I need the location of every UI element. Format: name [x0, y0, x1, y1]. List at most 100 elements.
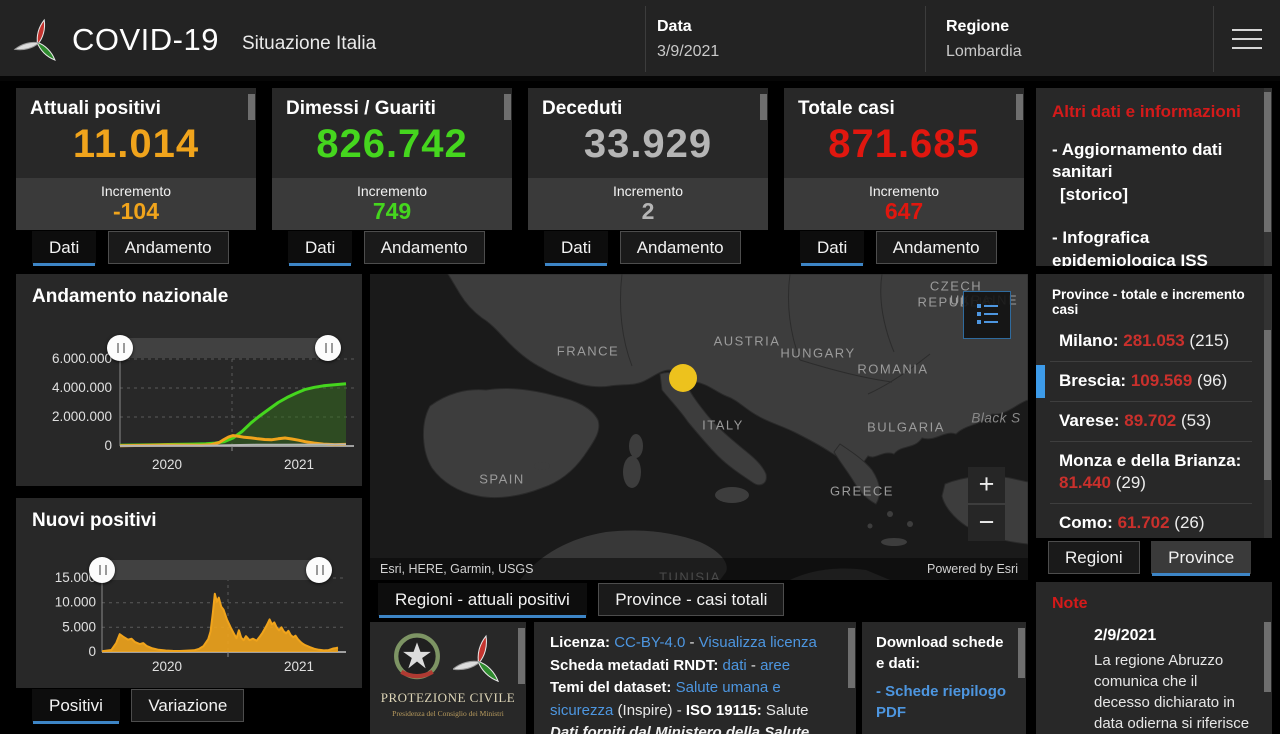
sardinia: [623, 456, 641, 488]
card-attuali-positivi: Attuali positivi 11.014 Incremento -104: [16, 88, 256, 230]
province-row-monza[interactable]: Monza e della Brianza: 81.440 (29): [1050, 442, 1252, 505]
card-tabbar: Dati Andamento: [544, 231, 748, 267]
date-value: 3/9/2021: [657, 43, 720, 60]
slider-track[interactable]: [120, 338, 328, 358]
header-divider: [645, 6, 646, 72]
license-text-segment: -: [746, 656, 761, 674]
iberia: [422, 387, 600, 499]
tab-andamento[interactable]: Andamento: [107, 231, 229, 264]
note-panel: Note 2/9/2021 La regione Abruzzo comunic…: [1036, 582, 1272, 734]
license-link[interactable]: Salute umana e sicurezza: [550, 679, 781, 719]
province-row-como[interactable]: Como: 61.702 (26): [1050, 504, 1252, 538]
svg-text:5.000: 5.000: [62, 619, 96, 634]
svg-text:2021: 2021: [284, 457, 314, 472]
svg-text:15.000: 15.000: [55, 570, 96, 585]
download-link-schede-pdf[interactable]: - Schede riepilogo PDF: [876, 683, 1007, 721]
card-dimessi-guariti: Dimessi / Guariti 826.742 Incremento 749: [272, 88, 512, 230]
slider-handle-left[interactable]: [107, 335, 133, 361]
sidebar-tabbar: Regioni Province: [1048, 541, 1258, 577]
tab-andamento[interactable]: Andamento: [619, 231, 741, 264]
slider-track[interactable]: [102, 560, 319, 580]
tab-province[interactable]: Province: [1151, 541, 1252, 576]
org-subtitle: Presidenza del Consiglio dei Ministri: [392, 709, 504, 718]
map-country-label: FRANCE: [556, 343, 620, 359]
license-text-segment: Licenza:: [550, 634, 615, 651]
license-text-segment: (Inspire) -: [613, 701, 686, 719]
license-link[interactable]: aree: [760, 656, 791, 674]
tab-regioni-attuali-positivi[interactable]: Regioni - attuali positivi: [378, 583, 587, 618]
zoom-in-button[interactable]: +: [968, 467, 1005, 503]
download-panel: Download schede e dati: - Schede riepilo…: [862, 622, 1026, 734]
region-bubble-marker[interactable]: [669, 364, 697, 392]
tab-regioni[interactable]: Regioni: [1048, 541, 1140, 574]
slider-handle-right[interactable]: [315, 335, 341, 361]
tab-dati[interactable]: Dati: [32, 231, 97, 266]
province-list: Milano: 281.053 (215) Brescia: 109.569 (…: [1036, 322, 1252, 538]
sicily: [715, 487, 749, 503]
license-text-segment: Salute: [761, 701, 809, 719]
time-range-slider[interactable]: [107, 335, 341, 361]
nuovi-positivi-line: [101, 592, 339, 653]
province-row-brescia[interactable]: Brescia: 109.569 (96): [1036, 362, 1252, 403]
map-country-label: ITALY: [702, 417, 744, 433]
increment-value: 749: [372, 198, 412, 224]
province-row-milano[interactable]: Milano: 281.053 (215): [1050, 322, 1252, 363]
tab-andamento[interactable]: Andamento: [875, 231, 997, 264]
slider-handle-left[interactable]: [89, 557, 115, 583]
svg-text:4.000.000: 4.000.000: [52, 380, 112, 395]
greece-peninsula: [833, 443, 880, 505]
card-value: 11.014: [72, 122, 200, 166]
card-value: 33.929: [583, 122, 713, 166]
tab-variazione[interactable]: Variazione: [131, 689, 245, 722]
map-country-label: AUSTRIA: [713, 333, 781, 349]
license-link[interactable]: CC-BY-4.0: [614, 634, 686, 651]
tab-positivi[interactable]: Positivi: [32, 689, 120, 724]
new-positives-chart: 15.000 10.000 5.000 0 2020 2021: [55, 570, 346, 674]
note-date: 2/9/2021: [1094, 627, 1157, 644]
scrollbar-thumb[interactable]: [248, 94, 255, 120]
increment-value: -104: [112, 198, 160, 224]
card-totale-casi: Totale casi 871.685 Incremento 647: [784, 88, 1024, 230]
scrollbar-thumb[interactable]: [504, 94, 511, 120]
link-storico[interactable]: [storico]: [1060, 184, 1128, 204]
italy-peninsula: [659, 371, 767, 486]
link-infografica-iss[interactable]: - Infografica epidemiologica ISS: [1052, 228, 1208, 266]
map-attribution: Esri, HERE, Garmin, USGS: [380, 562, 534, 576]
province-row-varese[interactable]: Varese: 89.702 (53): [1050, 402, 1252, 443]
map-legend-icon[interactable]: [963, 291, 1011, 339]
increment-label: Incremento: [868, 183, 940, 199]
tab-dati[interactable]: Dati: [288, 231, 353, 266]
scrollbar-thumb[interactable]: [1018, 628, 1025, 678]
card-title: Attuali positivi: [30, 98, 161, 119]
europe-map[interactable]: CZECHREPUBLICUKRAINEFRANCEAUSTRIAHUNGARY…: [370, 274, 1028, 580]
increment-label: Incremento: [356, 183, 428, 199]
slider-handle-right[interactable]: [306, 557, 332, 583]
license-link[interactable]: dati: [722, 656, 747, 674]
download-link-csv-json[interactable]: - Dati CSV / JSON: [876, 730, 1012, 734]
hamburger-menu-icon[interactable]: [1232, 29, 1262, 51]
tab-dati[interactable]: Dati: [544, 231, 609, 266]
italian-republic-emblem-icon: [394, 633, 440, 680]
zoom-out-button[interactable]: −: [968, 505, 1005, 541]
license-link[interactable]: Visualizza licenza: [698, 634, 817, 651]
national-trend-chart: 6.000.000 4.000.000 2.000.000 0 2020 2021: [52, 351, 354, 472]
scrollbar-thumb[interactable]: [1016, 94, 1023, 120]
card-deceduti: Deceduti 33.929 Incremento 2: [528, 88, 768, 230]
scrollbar-thumb[interactable]: [760, 94, 767, 120]
scrollbar-thumb[interactable]: [848, 628, 855, 688]
tab-province-casi-totali[interactable]: Province - casi totali: [598, 583, 785, 616]
scrollbar-thumb[interactable]: [1264, 622, 1271, 692]
scrollbar-thumb[interactable]: [518, 628, 525, 684]
tab-dati[interactable]: Dati: [800, 231, 865, 266]
link-aggiornamento-dati-sanitari[interactable]: - Aggiornamento dati sanitari: [1052, 140, 1223, 182]
tab-andamento[interactable]: Andamento: [363, 231, 485, 264]
scrollbar-thumb[interactable]: [1264, 92, 1271, 232]
protezione-civile-panel: PROTEZIONE CIVILE Presidenza del Consigl…: [370, 622, 526, 734]
scrollbar-thumb[interactable]: [1264, 330, 1271, 480]
time-range-slider[interactable]: [89, 557, 332, 583]
country-border: [620, 274, 931, 395]
header-date-field: Data 3/9/2021: [657, 18, 719, 61]
europe-landmass: [447, 274, 1028, 471]
license-text-segment: ISO 19115:: [685, 701, 762, 719]
